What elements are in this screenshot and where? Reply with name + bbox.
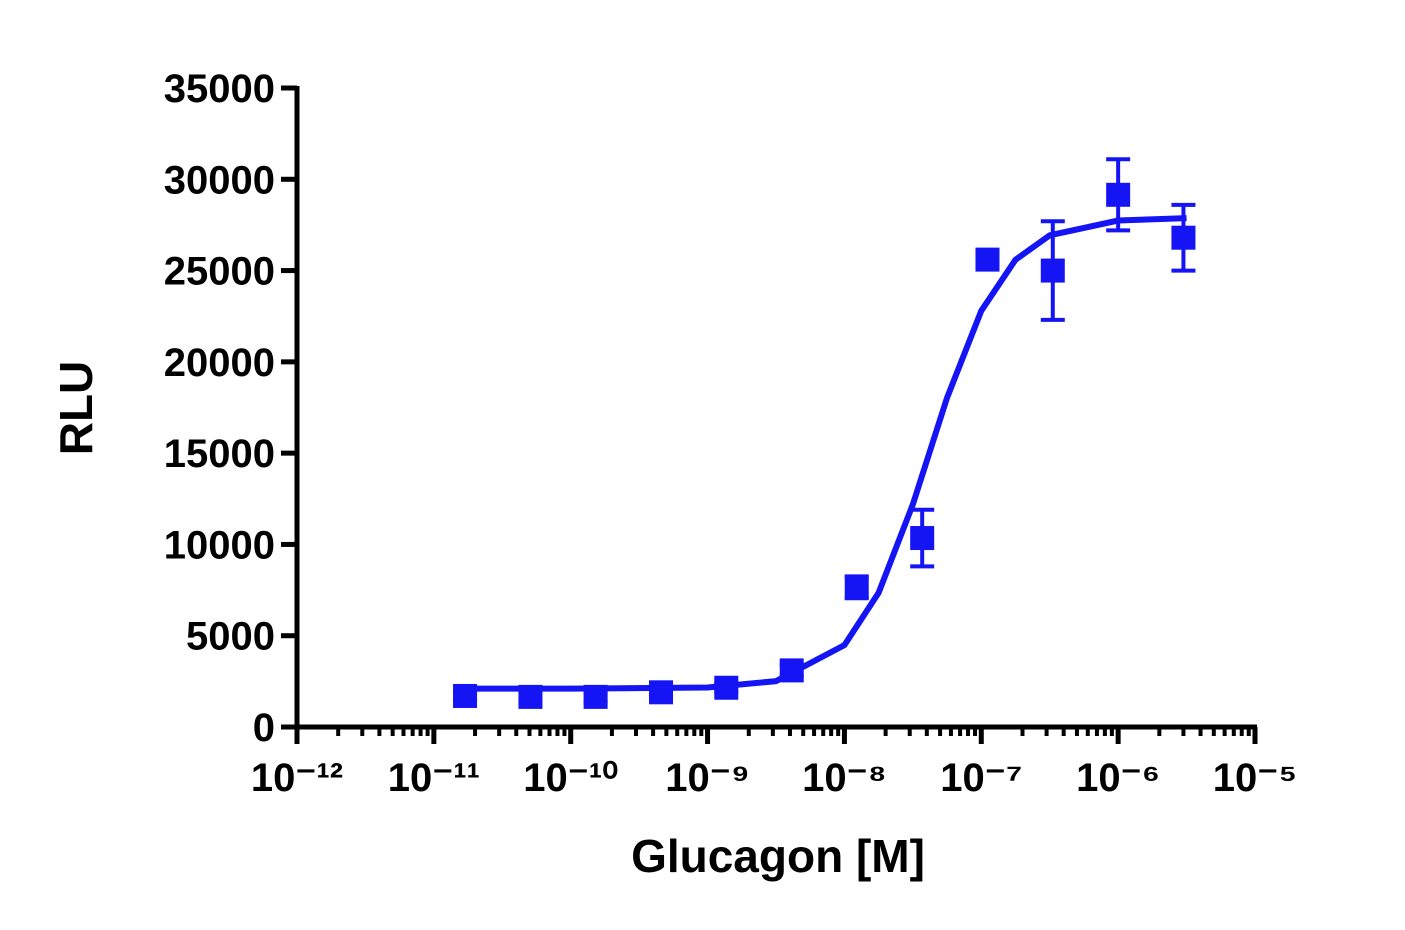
data-point — [779, 658, 804, 683]
y-tick-label: 20000 — [164, 341, 275, 385]
data-point — [714, 675, 739, 700]
x-tick-label: 10⁻¹¹ — [388, 756, 480, 800]
x-tick-label: 10⁻⁸ — [802, 756, 887, 800]
data-point — [583, 684, 608, 709]
data-point — [844, 575, 869, 600]
data-point — [1040, 258, 1065, 283]
x-tick-label: 10⁻⁶ — [1076, 756, 1160, 800]
x-tick-label: 10⁻⁹ — [665, 756, 750, 800]
data-point — [518, 684, 543, 709]
x-tick-label: 10⁻⁵ — [1213, 756, 1297, 800]
data-point — [910, 526, 935, 551]
x-tick-label: 10⁻¹² — [251, 756, 343, 800]
data-point — [975, 247, 1000, 272]
y-tick-label: 5000 — [186, 615, 275, 659]
x-tick-label: 10⁻¹⁰ — [523, 756, 618, 800]
y-tick-label: 30000 — [164, 158, 275, 202]
y-axis-label: RLU — [50, 361, 102, 456]
data-point — [453, 683, 478, 708]
fit-curve — [461, 215, 1187, 692]
y-tick-label: 25000 — [164, 250, 275, 294]
y-tick-label: 10000 — [164, 523, 275, 567]
x-axis-label: Glucagon [M] — [631, 830, 925, 882]
y-tick-label: 0 — [253, 706, 275, 750]
data-point — [1171, 225, 1196, 250]
data-point — [649, 680, 674, 705]
y-tick-label: 15000 — [164, 432, 275, 476]
y-tick-label: 35000 — [164, 67, 275, 111]
data-point — [1106, 182, 1131, 207]
x-tick-label: 10⁻⁷ — [940, 756, 1022, 800]
